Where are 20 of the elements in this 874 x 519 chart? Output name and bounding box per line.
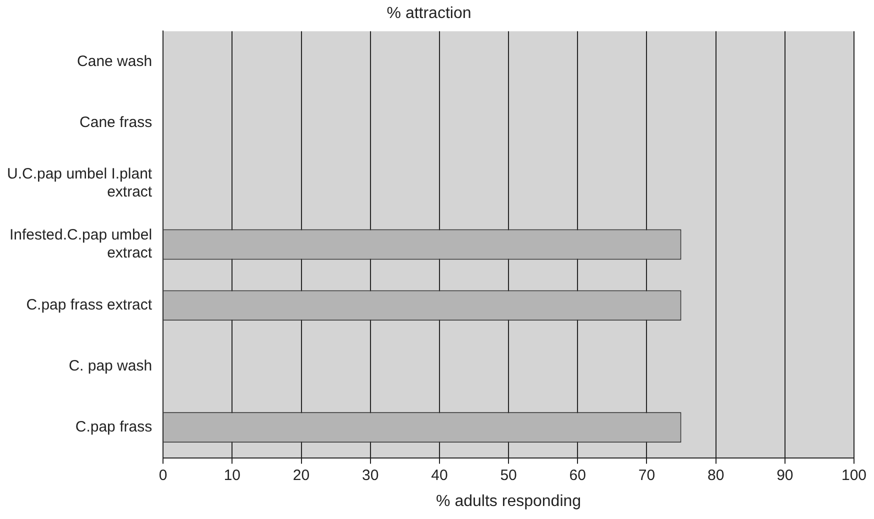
x-tick-label: 100 — [841, 466, 867, 484]
y-tick-label: Infested.C.pap umbel extract — [9, 226, 153, 262]
x-tick-label: 40 — [431, 466, 448, 484]
y-tick-label: U.C.pap umbel I.plant extract — [7, 166, 153, 201]
y-tick-label: C. pap wash — [68, 358, 152, 375]
y-tick-label: Cane wash — [77, 52, 152, 70]
x-tick-label: 80 — [707, 466, 724, 484]
y-tick-label: C.pap frass extract — [26, 296, 153, 314]
x-tick-label: 50 — [500, 466, 517, 484]
x-tick-label: 10 — [224, 466, 241, 484]
x-tick-label: 60 — [569, 466, 586, 484]
x-tick-label: 90 — [776, 466, 794, 484]
y-tick-label: Cane frass — [80, 114, 152, 131]
y-tick-label: C.pap frass — [75, 418, 152, 436]
x-tick-label: 0 — [158, 466, 168, 484]
chart-title: % attraction — [386, 5, 472, 22]
x-tick-label: 20 — [292, 466, 310, 484]
x-tick-label: 70 — [638, 466, 656, 484]
x-tick-label: 30 — [362, 466, 379, 484]
x-axis-title: % adults responding — [436, 492, 582, 510]
